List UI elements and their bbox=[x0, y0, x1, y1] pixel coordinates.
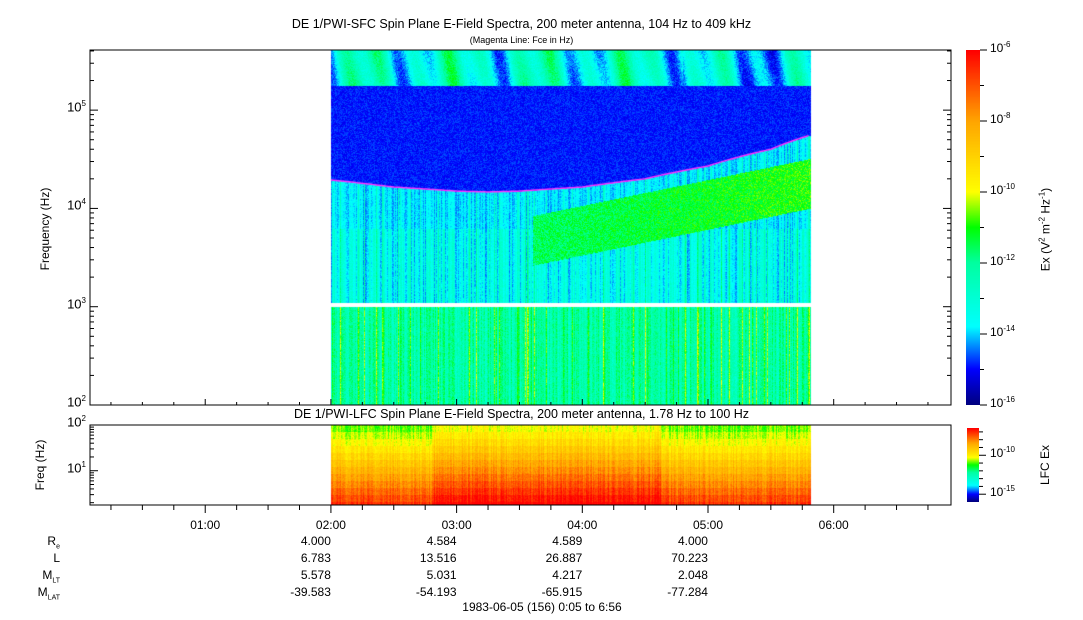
ephemeris-value: 4.589 bbox=[552, 534, 583, 548]
ephemeris-value: -77.284 bbox=[667, 585, 708, 599]
sfc-spectrogram bbox=[90, 50, 951, 405]
ephemeris-row-label: MLAT bbox=[37, 585, 60, 602]
lfc-colorbar-tick-label: 10-15 bbox=[990, 484, 1015, 500]
lfc-ylabel: Freq (Hz) bbox=[33, 439, 47, 491]
sfc-ylabel: Frequency (Hz) bbox=[38, 187, 52, 271]
sfc-title: DE 1/PWI-SFC Spin Plane E-Field Spectra,… bbox=[291, 17, 752, 31]
sfc-plot-frame bbox=[89, 49, 952, 406]
x-tick-label: 05:00 bbox=[692, 518, 723, 532]
sfc-colorbar-tick-label: 10-16 bbox=[990, 395, 1015, 410]
x-tick-label: 04:00 bbox=[567, 518, 598, 532]
lfc-colorbar-label: LFC Ex bbox=[1038, 445, 1052, 486]
sfc-y-tick-label: 105 bbox=[67, 99, 86, 115]
sfc-colorbar-tick-label: 10-6 bbox=[990, 40, 1011, 55]
ephemeris-row-label: MLT bbox=[42, 568, 60, 585]
ephemeris-value: 5.031 bbox=[426, 568, 457, 582]
lfc-y-tick-label: 102 bbox=[67, 414, 86, 430]
lfc-plot-frame bbox=[89, 424, 952, 506]
ephemeris-value: 4.000 bbox=[300, 534, 331, 548]
ephemeris-value: 5.578 bbox=[300, 568, 331, 582]
ephemeris-value: -54.193 bbox=[415, 585, 457, 599]
sfc-y-tick-label: 102 bbox=[67, 394, 86, 410]
sfc-y-tick-label: 104 bbox=[67, 197, 86, 213]
ephemeris-value: -65.915 bbox=[541, 585, 583, 599]
sfc-colorbar-tick-label: 10-14 bbox=[990, 324, 1015, 339]
date-footer: 1983-06-05 (156) 0:05 to 6:56 bbox=[462, 600, 622, 614]
x-tick-label: 03:00 bbox=[441, 518, 472, 532]
ephemeris-value: 2.048 bbox=[677, 568, 708, 582]
sfc-colorbar-tick-label: 10-8 bbox=[990, 111, 1011, 126]
ephemeris-value: 4.217 bbox=[552, 568, 583, 582]
x-tick-label: 02:00 bbox=[315, 518, 346, 532]
sfc-colorbar-tick-label: 10-12 bbox=[990, 253, 1015, 268]
ephemeris-row-label: Re bbox=[47, 534, 60, 551]
sfc-colorbar-tick-label: 10-10 bbox=[990, 182, 1015, 197]
sfc-colorbar bbox=[966, 50, 980, 405]
x-tick-label: 06:00 bbox=[818, 518, 849, 532]
ephemeris-row-label: L bbox=[53, 551, 60, 565]
lfc-colorbar-tick-label: 10-10 bbox=[990, 445, 1015, 461]
sfc-colorbar-label: Ex (V2 m-2 Hz-1) bbox=[1037, 187, 1053, 272]
ephemeris-value: 6.783 bbox=[300, 551, 331, 565]
lfc-spectrogram bbox=[90, 425, 951, 505]
sfc-subtitle: (Magenta Line: Fce in Hz) bbox=[469, 35, 574, 45]
lfc-colorbar bbox=[967, 428, 979, 502]
ephemeris-value: -39.583 bbox=[290, 585, 331, 599]
lfc-y-tick-label: 101 bbox=[67, 459, 86, 476]
ephemeris-value: 4.000 bbox=[677, 534, 708, 548]
lfc-title: DE 1/PWI-LFC Spin Plane E-Field Spectra,… bbox=[293, 407, 750, 421]
sfc-y-tick-label: 103 bbox=[67, 295, 86, 312]
x-tick-label: 01:00 bbox=[190, 518, 221, 532]
ephemeris-value: 70.223 bbox=[671, 551, 708, 565]
ephemeris-value: 4.584 bbox=[426, 534, 457, 548]
ephemeris-value: 26.887 bbox=[545, 551, 583, 565]
ephemeris-value: 13.516 bbox=[419, 551, 457, 565]
